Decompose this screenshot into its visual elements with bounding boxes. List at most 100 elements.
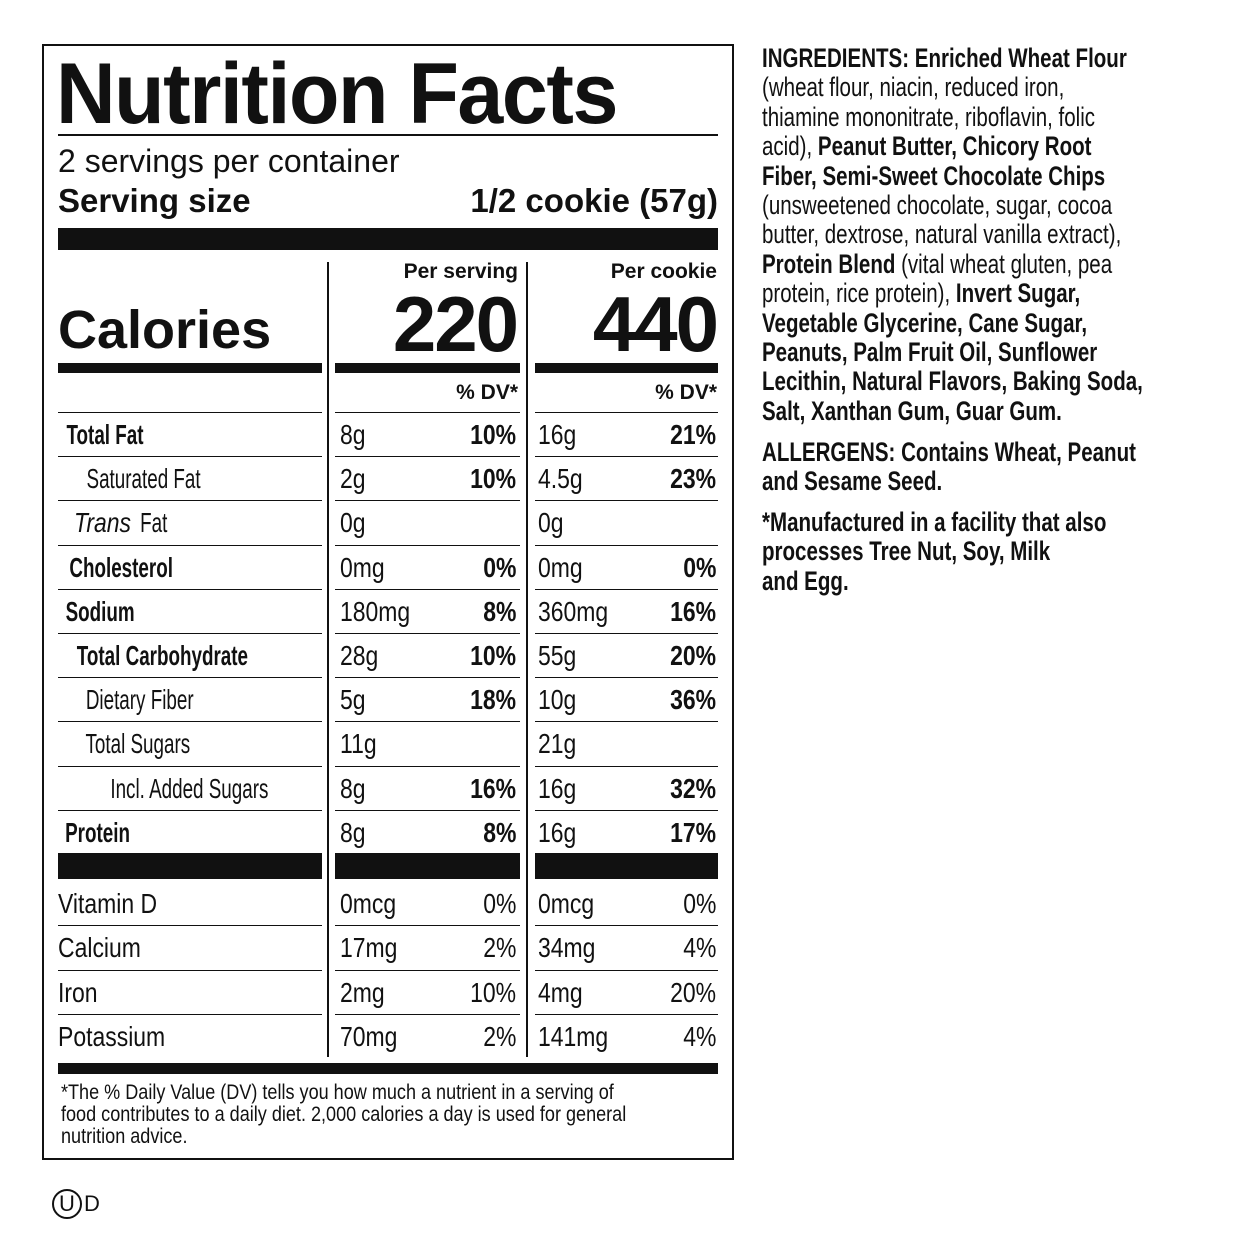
dv-per-cookie: 16% — [600, 590, 716, 634]
allergens-line: and Sesame Seed. — [762, 466, 943, 497]
nutrient-label-text: Total Sugars — [74, 722, 202, 766]
dv-per-serving-text: 10% — [470, 976, 516, 1008]
row-divider — [535, 545, 718, 546]
row-divider — [58, 970, 322, 971]
nutrient-label-text: Total Fat — [58, 413, 152, 457]
amount-per-cookie-text: 34mg — [538, 932, 596, 964]
footnote-line: *The % Daily Value (DV) tells you how mu… — [61, 1081, 614, 1104]
ingredients-line: Protein Blend (vital wheat gluten, pea — [762, 249, 1112, 279]
dv-per-serving-text: 8% — [482, 595, 516, 627]
row-divider — [535, 721, 718, 722]
row-divider — [58, 810, 322, 811]
row-divider — [335, 412, 520, 413]
row-divider — [535, 810, 718, 811]
row-divider — [58, 412, 322, 413]
row-divider — [335, 1014, 520, 1015]
nutrient-name: Fat — [140, 507, 168, 539]
ingredients-line: (unsweetened chocolate, sugar, cocoa — [762, 190, 1112, 220]
nutrition-facts-panel — [42, 44, 734, 1160]
nutrition-facts-title: Nutrition Facts — [56, 46, 618, 142]
nutrient-label: Sodium — [58, 590, 322, 634]
amount-per-cookie: 4.5g — [538, 457, 718, 501]
amount-per-cookie-text: 4.5g — [538, 463, 583, 495]
dv-per-serving: 0% — [400, 546, 516, 590]
nutrient-label-text: Protein — [58, 811, 137, 855]
nutrient-label: Total Carbohydrate — [58, 634, 322, 678]
amount-per-serving: 8g — [340, 767, 520, 811]
kosher-symbol: U — [59, 1191, 75, 1216]
amount-per-serving-text: 17mg — [340, 932, 398, 964]
dv-per-serving-text: 16% — [470, 772, 516, 804]
ingredients-line: thiamine mononitrate, riboflavin, folic — [762, 102, 1095, 132]
row-divider — [335, 545, 520, 546]
row-divider — [535, 412, 718, 413]
amount-per-serving-text: 70mg — [340, 1020, 398, 1052]
amount-per-cookie: 55g — [538, 634, 718, 678]
dv-per-serving: 2% — [400, 1015, 516, 1059]
nutrient-label-text: Total Carbohydrate — [58, 634, 267, 678]
thick-divider — [58, 363, 322, 373]
amount-per-cookie-text: 10g — [538, 684, 577, 716]
dv-per-cookie: 21% — [600, 413, 716, 457]
row-divider — [335, 677, 520, 678]
row-divider — [58, 677, 322, 678]
row-divider — [335, 500, 520, 501]
ingredient-segment: thiamine mononitrate, riboflavin, folic — [762, 101, 1096, 132]
ingredient-segment: acid), — [762, 131, 818, 162]
calories-label: Calories — [58, 300, 272, 360]
row-divider — [335, 810, 520, 811]
row-divider — [535, 500, 718, 501]
dv-per-cookie-text: 16% — [670, 595, 716, 627]
dv-per-serving-text: 0% — [482, 888, 516, 919]
row-divider — [58, 766, 322, 767]
ingredient-segment: Peanut Butter, Chicory Root — [817, 131, 1092, 162]
amount-per-cookie-text: 141mg — [538, 1020, 609, 1052]
dv-per-cookie: 0% — [600, 546, 716, 590]
thick-divider — [335, 363, 520, 373]
amount-per-cookie-text: 4mg — [538, 976, 583, 1008]
amount-per-serving-text: 180mg — [340, 595, 411, 627]
amount-per-serving-text: 2g — [340, 463, 366, 495]
nutrient-label: Protein — [58, 811, 322, 855]
serving-size-value: 1/2 cookie (57g) — [470, 182, 718, 219]
row-divider — [58, 1014, 322, 1015]
amount-per-serving: 70mg — [340, 1015, 520, 1059]
amount-per-cookie-text: 16g — [538, 772, 577, 804]
dv-footnote: *The % Daily Value (DV) tells you how mu… — [61, 1082, 718, 1148]
dv-per-serving: 8% — [400, 590, 516, 634]
ingredients-line: INGREDIENTS: Enriched Wheat Flour — [762, 43, 1127, 73]
dv-per-cookie-text: 21% — [670, 419, 716, 450]
dv-per-serving: 10% — [400, 634, 516, 678]
dv-per-cookie-text: 23% — [670, 463, 716, 495]
amount-per-cookie: 4mg — [538, 971, 718, 1015]
nutrient-label-text: Sodium — [58, 590, 142, 634]
amount-per-cookie: 34mg — [538, 926, 718, 970]
dv-per-serving: 2% — [400, 926, 516, 970]
dv-per-serving — [400, 501, 516, 545]
amount-per-cookie: 16g — [538, 811, 718, 855]
vitamin-label-text: Iron — [58, 976, 98, 1008]
nutrient-label: Trans Fat — [74, 501, 322, 545]
nutrient-label: Total Sugars — [74, 722, 322, 766]
row-divider — [535, 1014, 718, 1015]
ingredient-segment: (unsweetened chocolate, sugar, cocoa — [762, 190, 1113, 220]
dv-per-cookie: 4% — [600, 1015, 716, 1059]
trans-prefix: Trans — [74, 507, 131, 539]
ingredient-segment: INGREDIENTS: Enriched Wheat Flour — [762, 43, 1127, 73]
amount-per-serving: 2mg — [340, 971, 520, 1015]
vitamin-label-text: Potassium — [58, 1020, 166, 1052]
ingredient-segment: Vegetable Glycerine, Cane Sugar, — [762, 307, 1088, 338]
amount-per-cookie-text: 0mcg — [538, 888, 595, 919]
ingredient-segment: Lecithin, Natural Flavors, Baking Soda, — [762, 366, 1143, 397]
amount-per-serving-text: 11g — [340, 728, 377, 760]
amount-per-serving-text: 2mg — [340, 976, 385, 1008]
ingredients-line: butter, dextrose, natural vanilla extrac… — [762, 219, 1121, 249]
amount-per-cookie-text: 0g — [538, 507, 564, 539]
amount-per-cookie: 16g — [538, 413, 718, 457]
per-cookie-header: Per cookie — [610, 260, 717, 283]
amount-per-serving-text: 5g — [340, 684, 366, 716]
row-divider — [58, 545, 322, 546]
divider — [58, 134, 718, 136]
amount-per-serving: 8g — [340, 413, 520, 457]
dv-per-serving — [400, 722, 516, 766]
